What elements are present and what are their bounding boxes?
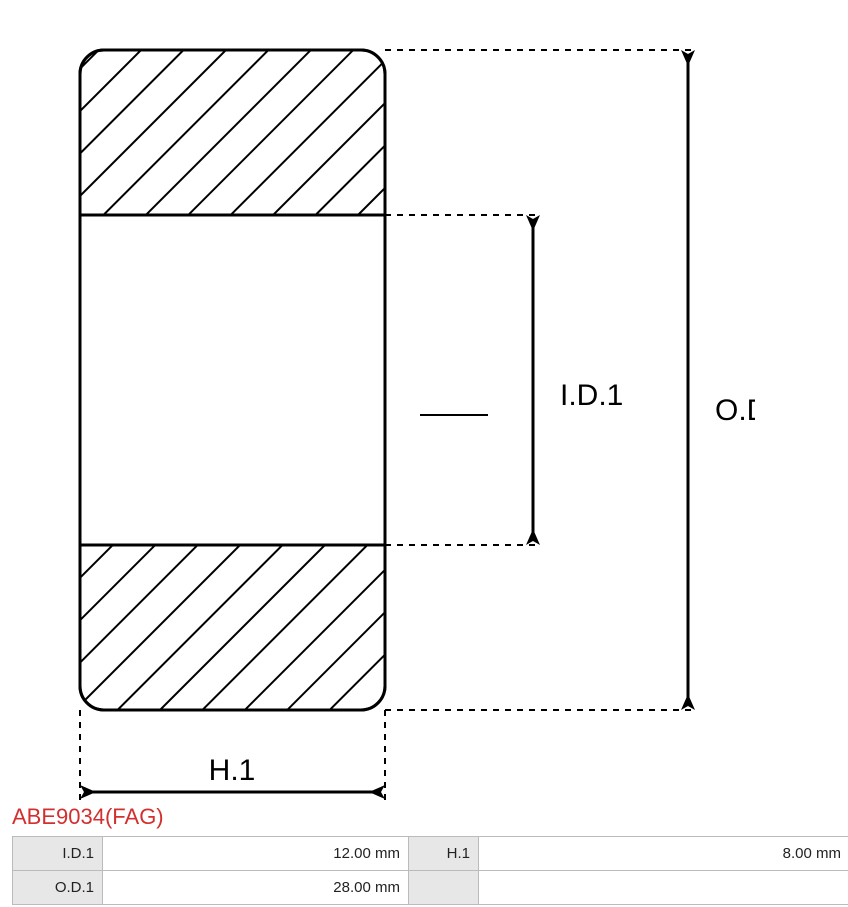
dim-label: I.D.1 (13, 837, 103, 871)
dim-value: 28.00 mm (103, 871, 409, 905)
dim-label: O.D.1 (13, 871, 103, 905)
diagram-svg: O.D.1 I.D.1 H.1 (10, 10, 755, 800)
dim-label (409, 871, 479, 905)
product-title: ABE9034(FAG) (10, 800, 838, 836)
dim-value (479, 871, 848, 905)
svg-text:I.D.1: I.D.1 (560, 379, 623, 412)
dim-value: 12.00 mm (103, 837, 409, 871)
table-row: I.D.112.00 mmH.18.00 mm (13, 837, 848, 871)
svg-text:O.D.1: O.D.1 (715, 394, 755, 427)
bearing-cross-section-diagram: O.D.1 I.D.1 H.1 (10, 10, 755, 800)
svg-text:H.1: H.1 (209, 754, 256, 787)
dim-label: H.1 (409, 837, 479, 871)
table-row: O.D.128.00 mm (13, 871, 848, 905)
dim-value: 8.00 mm (479, 837, 848, 871)
dimension-table: I.D.112.00 mmH.18.00 mmO.D.128.00 mm (12, 836, 848, 905)
